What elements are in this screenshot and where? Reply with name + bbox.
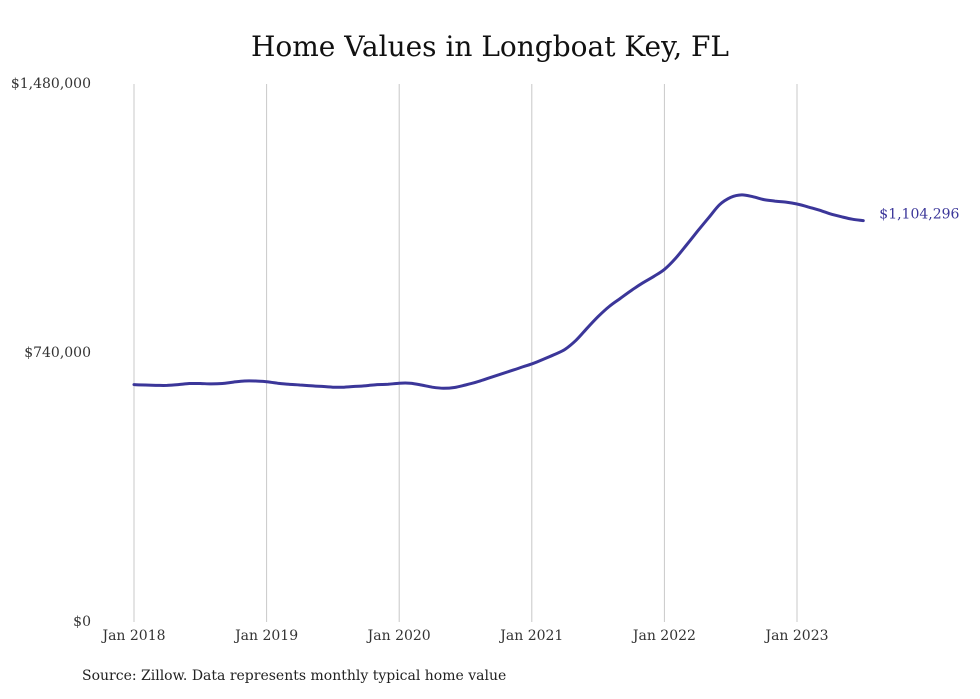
gridlines [133, 84, 798, 622]
series-group: $1,104,296 [132, 193, 960, 390]
y-tick-label: $0 [73, 614, 91, 630]
x-tick-label: Jan 2022 [631, 628, 696, 644]
y-axis: $0 $740,000 $1,480,000 [11, 76, 91, 630]
chart-title: Home Values in Longboat Key, FL [250, 30, 730, 63]
series-line [132, 193, 865, 390]
y-tick-label: $740,000 [24, 345, 91, 361]
x-tick-label: Jan 2021 [498, 628, 563, 644]
end-value-label: $1,104,296 [879, 207, 959, 223]
x-tick-label: Jan 2019 [233, 628, 298, 644]
x-tick-label: Jan 2023 [763, 628, 828, 644]
source-note: Source: Zillow. Data represents monthly … [82, 668, 507, 684]
x-axis: Jan 2018 Jan 2019 Jan 2020 Jan 2021 Jan 2022… [100, 628, 828, 644]
x-tick-label: Jan 2018 [100, 628, 165, 644]
x-tick-label: Jan 2020 [366, 628, 431, 644]
y-tick-label: $1,480,000 [11, 76, 91, 92]
